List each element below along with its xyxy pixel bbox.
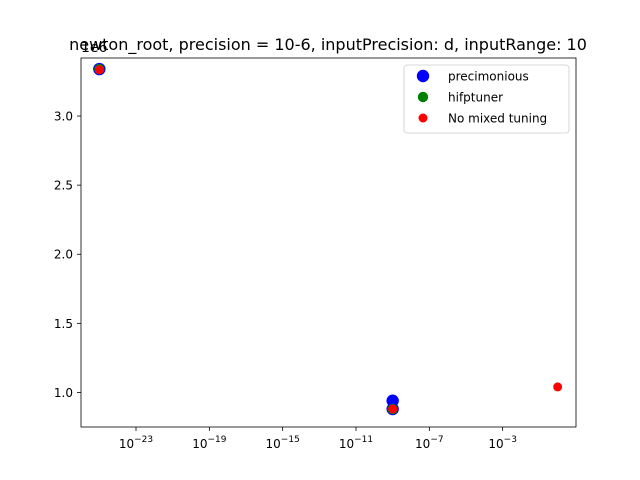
chart-title: newton_root, precision = 10-6, inputPrec… [69, 35, 587, 55]
legend-frame [403, 64, 570, 134]
x-tick-label: 10−11 [339, 435, 373, 451]
legend: precimonious hifptuner No mixed tuning [403, 64, 570, 134]
legend-label: No mixed tuning [448, 112, 547, 126]
y-tick-label: 2.5 [54, 179, 73, 193]
x-tick-label: 10−23 [119, 435, 153, 451]
legend-label: hifptuner [448, 91, 503, 105]
legend-label: precimonious [448, 70, 529, 84]
y-tick-label: 2.0 [54, 248, 73, 262]
point-no-mixed-tuning [94, 65, 104, 75]
x-tick-label: 10−7 [415, 435, 444, 451]
x-tick-label: 10−15 [266, 435, 300, 451]
legend-marker [418, 113, 428, 123]
plot-area: 10−23 10−19 10−15 10−11 10−7 10−3 1.0 1.5 2.0 2.5… [54, 57, 577, 451]
x-tick-label: 10−19 [192, 435, 227, 451]
axes-frame [80, 57, 577, 428]
y-tick-label: 1.5 [54, 317, 73, 331]
x-tick-label: 10−3 [488, 435, 517, 451]
legend-marker [417, 91, 429, 103]
y-tick-label: 3.0 [54, 110, 73, 124]
y-offset-label: 1e6 [81, 40, 108, 56]
point-no-mixed-tuning [388, 404, 398, 414]
point-no-mixed-tuning [553, 382, 563, 392]
legend-marker [416, 69, 430, 83]
y-tick-label: 1.0 [54, 386, 73, 400]
